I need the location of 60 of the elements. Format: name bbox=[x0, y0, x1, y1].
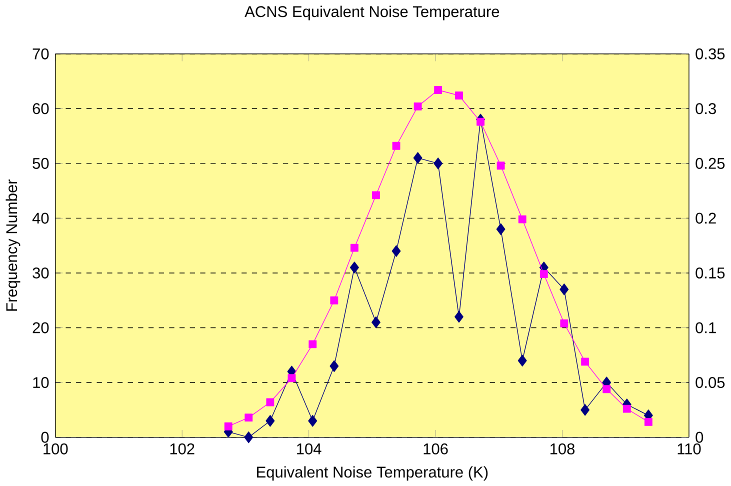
point bbox=[540, 270, 548, 278]
point bbox=[644, 418, 652, 426]
chart-title: ACNS Equivalent Noise Temperature bbox=[244, 6, 500, 20]
point bbox=[288, 374, 296, 382]
y2-tick-label: 0.15 bbox=[696, 267, 725, 278]
y-tick-label: 0 bbox=[41, 432, 49, 443]
point bbox=[434, 157, 443, 170]
point bbox=[455, 91, 463, 100]
point bbox=[518, 354, 527, 366]
point bbox=[496, 161, 505, 170]
y-tick-label: 50 bbox=[32, 158, 49, 169]
y2-tick-label: 0.35 bbox=[696, 48, 725, 60]
y-tick-label: 40 bbox=[32, 212, 49, 224]
point bbox=[330, 360, 339, 372]
point bbox=[622, 404, 631, 413]
x-tick-label: 108 bbox=[550, 443, 575, 454]
y2-tick-label: 0 bbox=[696, 432, 704, 443]
point bbox=[602, 384, 611, 393]
point bbox=[350, 261, 359, 274]
y2-tick-label: 0.1 bbox=[696, 322, 716, 334]
point bbox=[330, 296, 338, 304]
point bbox=[244, 413, 253, 422]
point bbox=[372, 316, 380, 328]
x-tick-label: 102 bbox=[170, 443, 194, 454]
point bbox=[560, 319, 568, 328]
y2-tick-label: 0.25 bbox=[696, 158, 725, 169]
x-tick-label: 106 bbox=[424, 443, 448, 454]
point bbox=[392, 142, 400, 150]
point bbox=[266, 414, 275, 427]
x-tick-label: 100 bbox=[44, 443, 68, 454]
point bbox=[454, 310, 464, 322]
point bbox=[350, 244, 358, 252]
point bbox=[496, 223, 506, 235]
y2-tick-label: 0.3 bbox=[696, 102, 716, 114]
point bbox=[413, 152, 422, 164]
y-tick-label: 30 bbox=[32, 267, 49, 278]
y-tick-label: 10 bbox=[33, 376, 49, 388]
point bbox=[308, 340, 317, 348]
point bbox=[476, 118, 484, 126]
x-tick-label: 110 bbox=[678, 443, 701, 454]
point bbox=[244, 431, 254, 443]
x-axis-title: Equivalent Noise Temperature (K) bbox=[257, 466, 488, 480]
point bbox=[581, 358, 590, 366]
point bbox=[560, 283, 569, 296]
point bbox=[224, 422, 232, 430]
x-tick-label: 104 bbox=[297, 443, 322, 454]
point bbox=[518, 215, 526, 224]
point bbox=[580, 404, 590, 416]
y2-tick-label: 0.2 bbox=[696, 212, 716, 224]
point bbox=[434, 86, 442, 94]
point bbox=[392, 245, 401, 257]
y-tick-label: 20 bbox=[32, 322, 49, 334]
point bbox=[414, 102, 422, 110]
y-tick-label: 60 bbox=[32, 102, 49, 114]
point bbox=[372, 191, 380, 199]
point bbox=[266, 398, 274, 406]
y-axis-title: Frequency Number bbox=[6, 179, 20, 311]
y-tick-label: 70 bbox=[32, 48, 49, 60]
y2-tick-label: 0.05 bbox=[696, 376, 725, 388]
point bbox=[308, 414, 318, 427]
